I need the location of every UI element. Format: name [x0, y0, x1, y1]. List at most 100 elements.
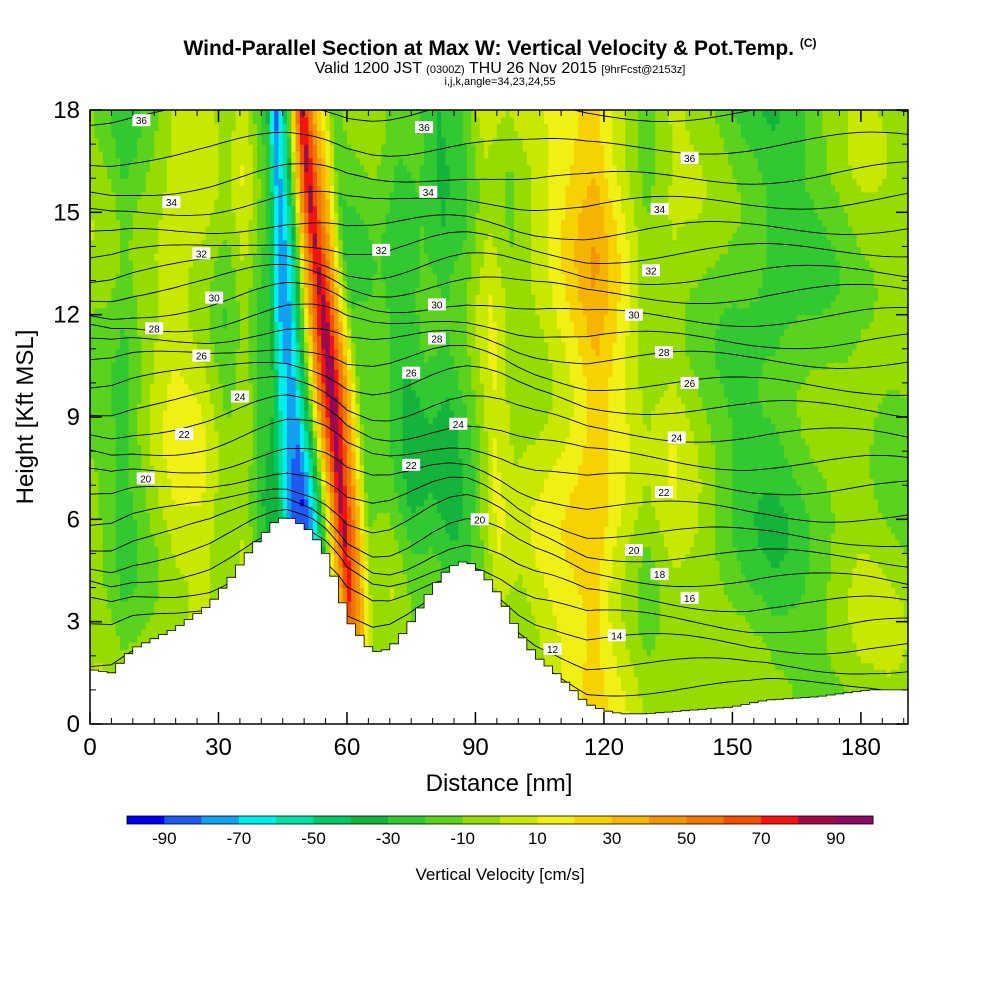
theta-label-34: 34 — [650, 202, 669, 216]
x-tick-label: 150 — [712, 734, 752, 761]
x-tick-label: 120 — [584, 734, 624, 761]
theta-contour-31 — [90, 231, 908, 264]
colorbar-swatch — [462, 816, 501, 824]
theta-label-28: 28 — [145, 322, 164, 335]
x-tick-label: 180 — [841, 734, 881, 761]
y-tick-label: 18 — [53, 97, 80, 124]
colorbar-swatch — [127, 816, 165, 824]
theta-label-24: 24 — [667, 431, 686, 445]
contour-labels: 36 34 32 30 28 26 24 22 20 36 34 32 30 28 26 24 22 20 36 34… — [132, 114, 699, 656]
theta-contour-32 — [90, 214, 908, 241]
theta-label-12: 12 — [543, 643, 562, 656]
theta-label-36: 36 — [132, 114, 151, 127]
y-tick-label: 3 — [67, 609, 80, 636]
theta-contour-28 — [90, 281, 908, 328]
y-tick-label: 6 — [67, 506, 80, 533]
chart-title: Wind-Parallel Section at Max W: Vertical… — [0, 36, 1000, 61]
colorbar-swatch — [313, 816, 352, 824]
theta-label-22: 22 — [175, 428, 194, 441]
colorbar-tick-label: 90 — [826, 829, 845, 848]
colorbar-swatch — [388, 816, 426, 824]
colorbar-swatch — [798, 816, 836, 824]
y-tick-label: 9 — [67, 404, 80, 431]
theta-label-30: 30 — [624, 308, 643, 322]
theta-label-28: 28 — [427, 332, 446, 346]
theta-label-24: 24 — [449, 417, 468, 431]
theta-contour-17 — [90, 497, 908, 588]
theta-label-34: 34 — [162, 196, 181, 209]
colorbar-tick-label: -10 — [450, 829, 475, 848]
theta-label-34: 34 — [419, 185, 438, 199]
colorbar-tick-label: -30 — [376, 829, 401, 848]
theta-label-32: 32 — [372, 243, 391, 257]
x-tick-label: 0 — [83, 734, 96, 761]
theta-label-26: 26 — [192, 349, 211, 363]
theta-label-24: 24 — [230, 390, 249, 404]
colorbar-tick-label: -90 — [152, 829, 177, 848]
theta-contour-24 — [90, 361, 908, 419]
theta-label-30: 30 — [205, 291, 224, 305]
theta-contour-35 — [90, 131, 908, 167]
x-axis-label: Distance [nm] — [426, 770, 573, 797]
theta-label-36: 36 — [680, 151, 699, 165]
theta-label-18: 18 — [650, 567, 669, 581]
colorbar-swatch — [574, 816, 613, 824]
terrain-mask — [90, 517, 908, 724]
colorbar-swatch — [723, 816, 762, 824]
colorbar-tick-label: 30 — [602, 829, 621, 848]
theta-label-20: 20 — [470, 513, 489, 526]
valid-date: THU 26 Nov 2015 — [468, 60, 597, 77]
chart-title-text: Wind-Parallel Section at Max W: Vertical… — [183, 37, 794, 60]
theta-contour-20 — [90, 447, 908, 523]
theta-contour-27 — [90, 303, 908, 350]
theta-contour-15 — [90, 526, 908, 634]
colorbar-swatch — [835, 816, 874, 824]
theta-contour-30 — [90, 252, 908, 285]
copyright-mark: (C) — [799, 36, 817, 50]
theta-contour-19 — [90, 472, 908, 548]
theta-label-14: 14 — [607, 629, 626, 642]
chart-subtitle: Valid 1200 JST (0300Z) THU 26 Nov 2015 [… — [0, 60, 1000, 78]
theta-contour-33 — [90, 190, 908, 216]
theta-contour-21 — [90, 418, 908, 496]
theta-label-22: 22 — [654, 486, 673, 499]
colorbar-swatch — [611, 816, 650, 824]
colorbar-tick-label: 70 — [752, 829, 771, 848]
forecast-info: [9hrFcst@2153z] — [601, 64, 686, 76]
theta-label-28: 28 — [654, 346, 673, 359]
colorbar: -90 -70 -50 -30 -10 10 30 50 70 90 — [126, 815, 874, 848]
colorbar-swatch — [649, 816, 687, 824]
theta-contour-23 — [90, 376, 908, 443]
theta-label-30: 30 — [427, 298, 446, 311]
theta-contour-22 — [90, 394, 908, 471]
colorbar-tick-label: 10 — [528, 829, 547, 848]
colorbar-swatch — [425, 816, 463, 824]
y-axis-label: Height [Kft MSL] — [12, 330, 39, 505]
theta-label-20: 20 — [624, 544, 643, 557]
terrain — [90, 517, 908, 724]
colorbar-swatch — [686, 816, 725, 824]
colorbar-tick-label: 50 — [677, 829, 696, 848]
theta-label-26: 26 — [680, 376, 699, 390]
theta-contour-18 — [90, 488, 908, 568]
grid-indices: i,j,k,angle=34,23,24,55 — [444, 76, 556, 88]
theta-label-22: 22 — [402, 458, 421, 472]
colorbar-swatch — [350, 816, 389, 824]
theta-contour-16 — [90, 509, 908, 613]
y-tick-label: 12 — [53, 302, 80, 329]
theta-contour-34 — [90, 161, 908, 197]
theta-label-32: 32 — [642, 264, 660, 277]
y-tick-label: 15 — [53, 199, 80, 226]
theta-label-20: 20 — [136, 472, 155, 485]
theta-contour-25 — [90, 344, 908, 396]
valid-time: Valid 1200 JST — [314, 60, 422, 77]
colorbar-label: Vertical Velocity [cm/s] — [415, 865, 584, 884]
theta-label-26: 26 — [402, 366, 421, 380]
theta-label-32: 32 — [192, 247, 211, 260]
theta-label-36: 36 — [415, 121, 434, 134]
colorbar-swatch — [761, 816, 799, 824]
theta-label-16: 16 — [680, 591, 699, 605]
theta-contour-26 — [90, 327, 908, 369]
